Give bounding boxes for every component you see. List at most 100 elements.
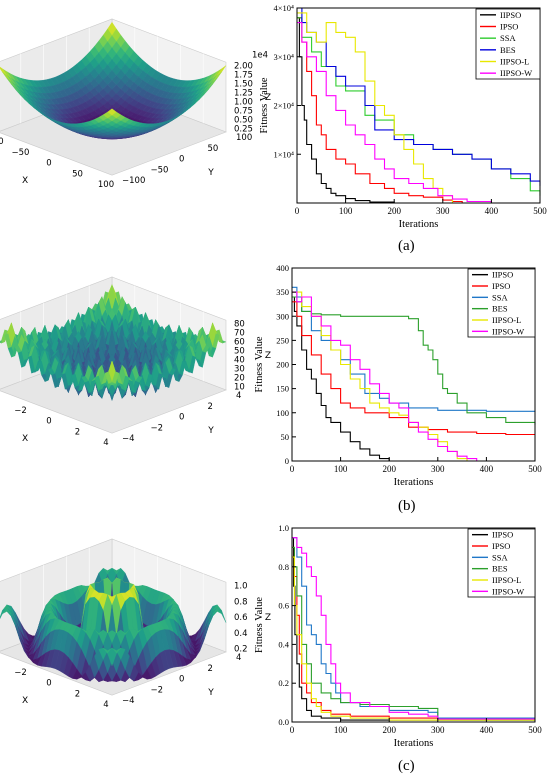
y-tick-label: 100 — [236, 133, 252, 143]
y-tick-label: 4 — [236, 653, 241, 663]
legend-label-iipso: IIPSO — [492, 270, 513, 280]
y-tick-label: 0 — [179, 675, 184, 685]
legend-box — [467, 268, 536, 338]
series-line-iipso-l — [297, 12, 540, 204]
z-tick-label: 2.00 — [234, 62, 253, 72]
surface-facet — [107, 108, 117, 116]
x-tick-label: 0 — [46, 679, 51, 689]
z-axis-label: Z — [265, 351, 271, 361]
x-tick-label: 100 — [339, 206, 353, 216]
surface-plot-1: −100 −50 0 50 100 −100 −50 0 50 100 X Y 0.250.500.75… — [0, 18, 271, 191]
x-tick-label: 100 — [98, 180, 114, 190]
legend-label-iipso-l: IIPSO-L — [492, 315, 521, 325]
y-tick-label: −4 — [122, 434, 135, 444]
legend-label-iipso: IIPSO — [500, 10, 521, 20]
y-tick-label: 0.4 — [278, 639, 289, 649]
z-offset-label: 1e4 — [252, 51, 268, 61]
y-tick-label: 2×10⁴ — [273, 101, 294, 111]
z-tick-label: 0.6 — [234, 613, 248, 623]
y-tick-label: −100 — [122, 176, 145, 186]
y-axis-label: Y — [207, 168, 214, 178]
series-line-bes — [292, 546, 535, 721]
z-tick-label: 10 — [234, 383, 245, 393]
x-axis-label: Iterations — [394, 738, 434, 749]
x-axis-label: X — [22, 434, 28, 444]
x-tick-label: 0 — [46, 417, 51, 427]
legend-label-iipso-w: IIPSO-W — [500, 68, 532, 78]
y-tick-label: 0.2 — [278, 678, 289, 688]
line-chart-2: 0 100 200 300 400 500 0 50 100 150 200 250 300 350 400… — [254, 263, 542, 488]
y-tick-label: 100 — [276, 408, 289, 418]
y-tick-label: 2 — [208, 664, 213, 674]
panel-label-c: (c) — [398, 758, 415, 774]
z-tick-label: 1.25 — [234, 89, 253, 99]
series-line-ssa — [292, 537, 535, 719]
x-tick-label: 200 — [387, 206, 401, 216]
z-tick-label: 0.8 — [234, 597, 248, 607]
z-tick-label: 30 — [234, 365, 245, 375]
legend-label-iipso: IIPSO — [492, 530, 513, 540]
x-tick-label: 500 — [533, 206, 547, 216]
y-tick-label: 0.8 — [278, 562, 289, 572]
surface-axes: −100 −50 0 50 100 −100 −50 0 50 100 X Y 0.250.500.75… — [0, 51, 271, 191]
z-tick-label: 0.2 — [234, 645, 248, 655]
y-tick-label: 50 — [208, 144, 219, 154]
surface-mesh — [0, 284, 227, 402]
surface-facet — [107, 647, 117, 667]
y-tick-label: 1×10⁴ — [273, 149, 294, 159]
y-tick-label: 0.0 — [278, 717, 289, 727]
x-tick-label: −2 — [14, 668, 27, 678]
y-tick-label: −2 — [151, 685, 164, 695]
series-line-ipso — [292, 301, 535, 436]
plot-frame — [291, 527, 536, 723]
z-tick-label: 40 — [234, 356, 245, 366]
surface-facet — [108, 382, 116, 386]
y-axis-label: Y — [207, 426, 214, 436]
x-tick-label: 4 — [103, 438, 108, 448]
series-line-iipso — [297, 17, 540, 204]
legend-box — [475, 8, 541, 80]
x-tick-label: 400 — [480, 725, 494, 735]
y-tick-label: 4 — [236, 391, 241, 401]
y-tick-label: 200 — [276, 360, 289, 370]
y-tick-label: 0 — [179, 155, 184, 165]
legend-label-ipso: IPSO — [492, 281, 510, 291]
y-tick-label: 350 — [276, 287, 289, 297]
z-tick-label: 20 — [234, 374, 245, 384]
legend-label-bes: BES — [492, 564, 508, 574]
y-tick-label: −2 — [151, 423, 164, 433]
x-tick-label: 0 — [290, 464, 295, 474]
x-axis-label: X — [22, 176, 28, 186]
y-tick-label: 0 — [285, 456, 289, 466]
x-tick-label: 400 — [480, 464, 494, 474]
surface-mesh — [0, 21, 227, 140]
y-axis-label: Fitness Value — [254, 597, 265, 653]
x-tick-label: −100 — [0, 137, 4, 147]
y-tick-label: 0.6 — [278, 601, 289, 611]
z-tick-label: 0.50 — [234, 116, 253, 126]
legend-box — [467, 528, 536, 598]
x-axis-label: Iterations — [394, 477, 434, 488]
x-axis-label: X — [22, 696, 28, 706]
x-tick-label: 300 — [431, 725, 445, 735]
legend-label-ssa: SSA — [492, 552, 508, 562]
legend-label-ssa: SSA — [500, 33, 516, 43]
legend-label-iipso-l: IIPSO-L — [492, 575, 521, 585]
x-tick-label: 2 — [75, 689, 80, 699]
z-tick-label: 1.75 — [234, 71, 253, 81]
x-tick-label: 200 — [382, 464, 396, 474]
legend-label-bes: BES — [500, 45, 516, 55]
x-tick-label: 0 — [46, 159, 51, 169]
z-tick-label: 50 — [234, 347, 245, 357]
z-axis-label: Z — [265, 93, 271, 103]
series-line-ipso — [297, 17, 540, 204]
x-tick-label: 500 — [528, 464, 542, 474]
x-tick-label: −2 — [14, 406, 27, 416]
y-tick-label: 400 — [276, 263, 289, 273]
